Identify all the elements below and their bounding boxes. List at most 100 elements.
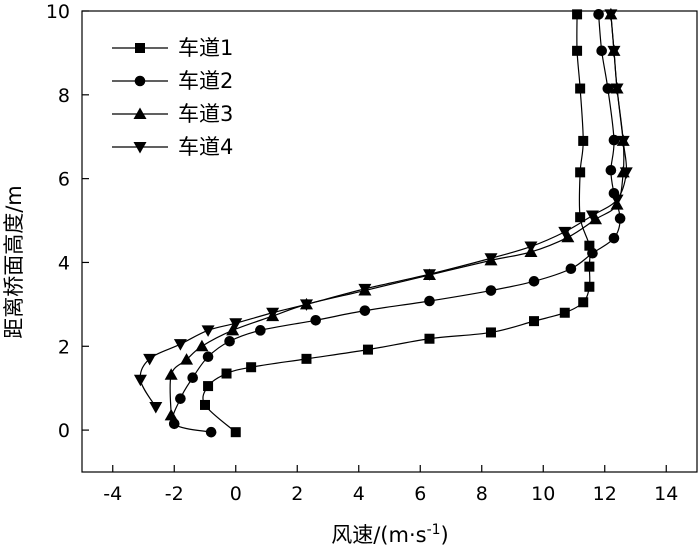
y-tick-label: 2	[58, 336, 70, 358]
marker-circle	[134, 75, 146, 87]
marker-triangle-up	[133, 107, 147, 119]
legend-label: 车道4	[178, 135, 233, 159]
y-tick-label: 0	[58, 420, 70, 442]
legend-label: 车道2	[178, 69, 233, 93]
marker-square	[200, 399, 210, 410]
marker-square	[203, 381, 214, 392]
y-axis-ticks: 0 2 4 6 8 10	[46, 1, 89, 442]
x-tick-label: 12	[593, 483, 617, 505]
legend-label: 车道3	[178, 102, 233, 126]
x-tick-label: 4	[353, 483, 365, 505]
marker-square	[575, 83, 586, 94]
marker-triangle-down	[585, 210, 599, 223]
marker-square	[584, 281, 595, 292]
marker-circle	[205, 426, 217, 438]
x-tick-label: 2	[291, 483, 303, 505]
marker-circle	[614, 213, 626, 224]
x-axis-ticks: -4 -2 0 2 4 6 8 10 12 14	[103, 465, 678, 505]
marker-triangle-up	[180, 353, 194, 365]
series-2	[168, 9, 626, 438]
marker-triangle-down	[133, 374, 147, 387]
marker-triangle-down	[133, 142, 147, 154]
marker-square	[575, 212, 586, 223]
series-1	[200, 9, 595, 438]
x-tick-label: 6	[414, 483, 426, 505]
marker-square	[135, 43, 145, 53]
marker-square	[230, 427, 241, 438]
marker-circle	[596, 45, 607, 57]
marker-square	[362, 344, 373, 355]
marker-circle	[565, 263, 577, 275]
marker-square	[578, 135, 589, 146]
x-tick-label: 10	[531, 483, 555, 505]
marker-square	[584, 240, 595, 251]
x-tick-label: -4	[103, 483, 122, 505]
x-axis-title-superscript: -1	[427, 522, 441, 538]
marker-square	[485, 327, 496, 338]
marker-triangle-up	[561, 230, 575, 243]
marker-triangle-down	[604, 9, 618, 21]
series-4	[133, 9, 633, 414]
marker-circle	[255, 325, 266, 336]
marker-triangle-up	[226, 323, 240, 336]
marker-circle	[187, 372, 198, 384]
marker-square	[572, 9, 583, 20]
marker-circle	[593, 9, 604, 20]
y-tick-label: 6	[58, 169, 70, 191]
marker-triangle-down	[299, 299, 313, 311]
marker-triangle-down	[616, 135, 630, 148]
marker-circle	[602, 83, 614, 94]
y-axis-title: 距离桥面高度/m	[2, 185, 26, 339]
legend: 车道1 车道2 车道3 车道4	[112, 36, 233, 159]
series-line	[172, 14, 621, 433]
series-layer	[133, 7, 633, 438]
marker-triangle-up	[195, 339, 209, 352]
y-tick-label: 8	[58, 85, 70, 107]
marker-triangle-down	[558, 226, 572, 239]
marker-square	[301, 353, 312, 364]
x-axis-title-close: )	[441, 523, 449, 547]
marker-square	[559, 307, 570, 318]
marker-triangle-down	[358, 283, 372, 296]
x-axis-title-main: 风速/(m·s	[331, 523, 426, 547]
marker-square	[529, 316, 540, 327]
x-axis-title: 风速/(m·s-1)	[331, 522, 449, 547]
marker-triangle-down	[610, 194, 624, 207]
marker-square	[575, 167, 586, 178]
series-line	[202, 14, 591, 433]
marker-circle	[310, 314, 322, 326]
marker-square	[246, 362, 257, 373]
marker-circle	[485, 285, 497, 296]
marker-triangle-down	[619, 167, 633, 179]
marker-circle	[608, 134, 620, 146]
marker-square	[578, 297, 589, 308]
marker-circle	[605, 164, 617, 176]
marker-triangle-down	[173, 339, 187, 351]
x-tick-label: 14	[654, 483, 678, 505]
series-3	[164, 7, 630, 421]
marker-triangle-down	[229, 318, 243, 330]
legend-item-1: 车道1	[112, 36, 233, 60]
marker-circle	[424, 295, 435, 307]
marker-triangle-down	[149, 402, 163, 414]
marker-triangle-down	[422, 269, 436, 281]
marker-triangle-up	[164, 408, 178, 421]
x-tick-label: 8	[476, 483, 488, 505]
marker-square	[584, 261, 595, 272]
marker-circle	[175, 393, 186, 404]
legend-label: 车道1	[178, 36, 233, 60]
legend-item-4: 车道4	[112, 135, 233, 159]
marker-triangle-down	[607, 45, 621, 58]
marker-square	[221, 368, 232, 379]
marker-circle	[587, 247, 598, 259]
y-tick-label: 10	[46, 1, 70, 23]
marker-triangle-up	[164, 368, 178, 380]
marker-square	[424, 333, 435, 344]
marker-circle	[224, 335, 235, 347]
marker-circle	[202, 351, 214, 363]
marker-square	[572, 45, 583, 56]
marker-triangle-down	[201, 325, 215, 337]
marker-triangle-down	[266, 307, 280, 320]
marker-triangle-down	[143, 353, 157, 366]
